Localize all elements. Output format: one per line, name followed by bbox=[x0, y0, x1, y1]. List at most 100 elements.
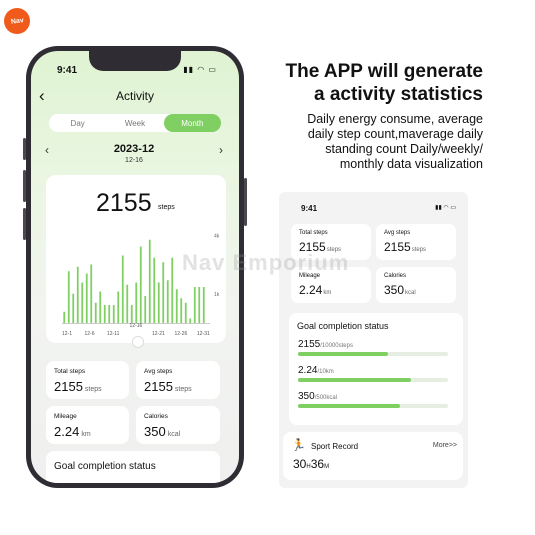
goal-title: Goal completion status bbox=[297, 321, 389, 331]
stat-mileage: Mileage 2.24km bbox=[291, 267, 371, 303]
goal-completion-card: Goal completion status 2155/10000steps 2… bbox=[289, 313, 463, 425]
sport-record-card[interactable]: 🏃 Sport Record More>> 30H36M bbox=[283, 432, 463, 480]
chart-bar bbox=[202, 287, 205, 323]
description-line: Daily energy consume, average bbox=[307, 112, 483, 126]
progress-bar bbox=[298, 352, 448, 356]
description-line: daily step count,maverage daily bbox=[307, 127, 483, 141]
brand-badge: Nav bbox=[4, 8, 30, 34]
progress-bar bbox=[298, 378, 448, 382]
stat-label: Mileage bbox=[54, 413, 77, 420]
stat-value: 2.24km bbox=[299, 283, 332, 297]
chart-bar bbox=[130, 305, 133, 323]
status-time: 9:41 bbox=[301, 204, 318, 213]
goal-row-distance: 2.24/10km bbox=[298, 365, 448, 382]
sport-record-title: Sport Record bbox=[311, 442, 359, 451]
stat-value: 2155steps bbox=[384, 240, 427, 254]
chart-bar bbox=[180, 298, 183, 323]
chart-bar bbox=[157, 282, 160, 323]
chart-bar bbox=[67, 271, 70, 323]
phone-notch bbox=[89, 51, 181, 71]
y-tick-label: 4k bbox=[214, 234, 220, 240]
chevron-left-icon[interactable]: ‹ bbox=[45, 143, 49, 157]
stat-label: Total steps bbox=[299, 230, 328, 236]
description-line: standing count Daily/weekly/ bbox=[325, 142, 483, 156]
x-tick-label: 12-26 bbox=[175, 331, 188, 337]
chart-bar bbox=[108, 305, 111, 323]
x-tick-label: 12-11 bbox=[107, 331, 120, 337]
chart-bar bbox=[171, 257, 174, 323]
stat-label: Avg steps bbox=[384, 230, 411, 236]
chart-bar bbox=[117, 291, 120, 323]
more-link[interactable]: More>> bbox=[432, 442, 457, 449]
sport-duration: 30H36M bbox=[293, 457, 330, 471]
chart-bar bbox=[99, 291, 102, 323]
headline: The APP will generate a activity statist… bbox=[286, 60, 483, 106]
chart-bar bbox=[112, 305, 115, 323]
steps-chart-card: 2155 steps 1k 4k 12-1 12-6 12-11 12-16 12-21 12… bbox=[46, 175, 226, 348]
watermark: Nav Emporium bbox=[182, 250, 350, 275]
chart-bar bbox=[76, 266, 79, 323]
x-tick-label: 12-31 bbox=[197, 331, 210, 337]
tab-day[interactable]: Day bbox=[70, 118, 85, 128]
running-icon: 🏃 bbox=[291, 438, 306, 452]
date-day: 12-16 bbox=[125, 157, 143, 164]
chart-scrubber-handle[interactable] bbox=[132, 336, 144, 348]
chart-bar bbox=[126, 284, 129, 323]
chart-bar bbox=[184, 302, 187, 323]
page-title: Activity bbox=[115, 89, 154, 103]
x-tick-label: 12-16 bbox=[130, 323, 143, 329]
status-icons: ▮▮ ◠ ▭ bbox=[435, 205, 456, 211]
chart-bar bbox=[144, 296, 147, 323]
back-icon[interactable]: ‹ bbox=[39, 86, 45, 105]
progress-fill bbox=[298, 352, 388, 356]
steps-unit: steps bbox=[158, 204, 175, 211]
stat-value: 350kcal bbox=[384, 283, 416, 297]
description-line: monthly data visualization bbox=[339, 157, 483, 171]
steps-count: 2155 bbox=[96, 189, 152, 217]
progress-fill bbox=[298, 404, 400, 408]
date-month: 2023-12 bbox=[113, 143, 155, 155]
stat-total-steps: Total steps 2155steps bbox=[291, 224, 371, 260]
goal-row-calories: 350/500kcal bbox=[298, 391, 448, 408]
chart-bar bbox=[90, 264, 93, 323]
progress-fill bbox=[298, 378, 411, 382]
chart-bar bbox=[153, 257, 156, 323]
tab-week[interactable]: Week bbox=[124, 118, 146, 128]
chart-bar bbox=[72, 293, 75, 323]
chart-bar bbox=[139, 246, 142, 323]
stat-label: Calories bbox=[384, 273, 407, 279]
chart-bar bbox=[63, 311, 66, 323]
y-tick-label: 1k bbox=[214, 292, 220, 298]
phone-mockup: 9:41 ▮▮ ◠ ▭ ‹ Activity Day Week Month ‹ … bbox=[23, 46, 247, 488]
chart-bar bbox=[175, 289, 178, 323]
goal-title: Goal completion status bbox=[54, 461, 156, 472]
chart-bar bbox=[121, 255, 124, 323]
goal-row-steps: 2155/10000steps bbox=[298, 339, 448, 356]
tab-month[interactable]: Month bbox=[163, 114, 221, 132]
x-tick-label: 12-6 bbox=[85, 331, 95, 337]
stat-label: Avg steps bbox=[144, 368, 173, 375]
chart-bar bbox=[94, 302, 97, 323]
chart-bar bbox=[103, 305, 106, 323]
x-tick-label: 12-1 bbox=[62, 331, 72, 337]
chart-bar bbox=[189, 318, 192, 323]
steps-bar-chart: 1k 4k 12-1 12-6 12-11 12-16 12-21 12-26 12-31 bbox=[62, 234, 220, 337]
status-time: 9:41 bbox=[57, 65, 78, 76]
phone-screen: 9:41 ▮▮ ◠ ▭ ‹ Activity Day Week Month ‹ … bbox=[31, 51, 239, 483]
chevron-right-icon[interactable]: › bbox=[219, 143, 223, 157]
chart-bar bbox=[148, 239, 151, 323]
goal-card: Goal completion status bbox=[46, 451, 220, 483]
chart-bar bbox=[85, 273, 88, 323]
headline-line: a activity statistics bbox=[314, 84, 483, 105]
headline-line: The APP will generate bbox=[285, 61, 483, 82]
chart-bar bbox=[135, 282, 138, 323]
stat-calories: Calories 350kcal bbox=[376, 267, 456, 303]
stats-panel: 9:41 ▮▮ ◠ ▭ Total steps 2155steps Avg st… bbox=[279, 192, 468, 488]
chart-bar bbox=[162, 262, 165, 323]
